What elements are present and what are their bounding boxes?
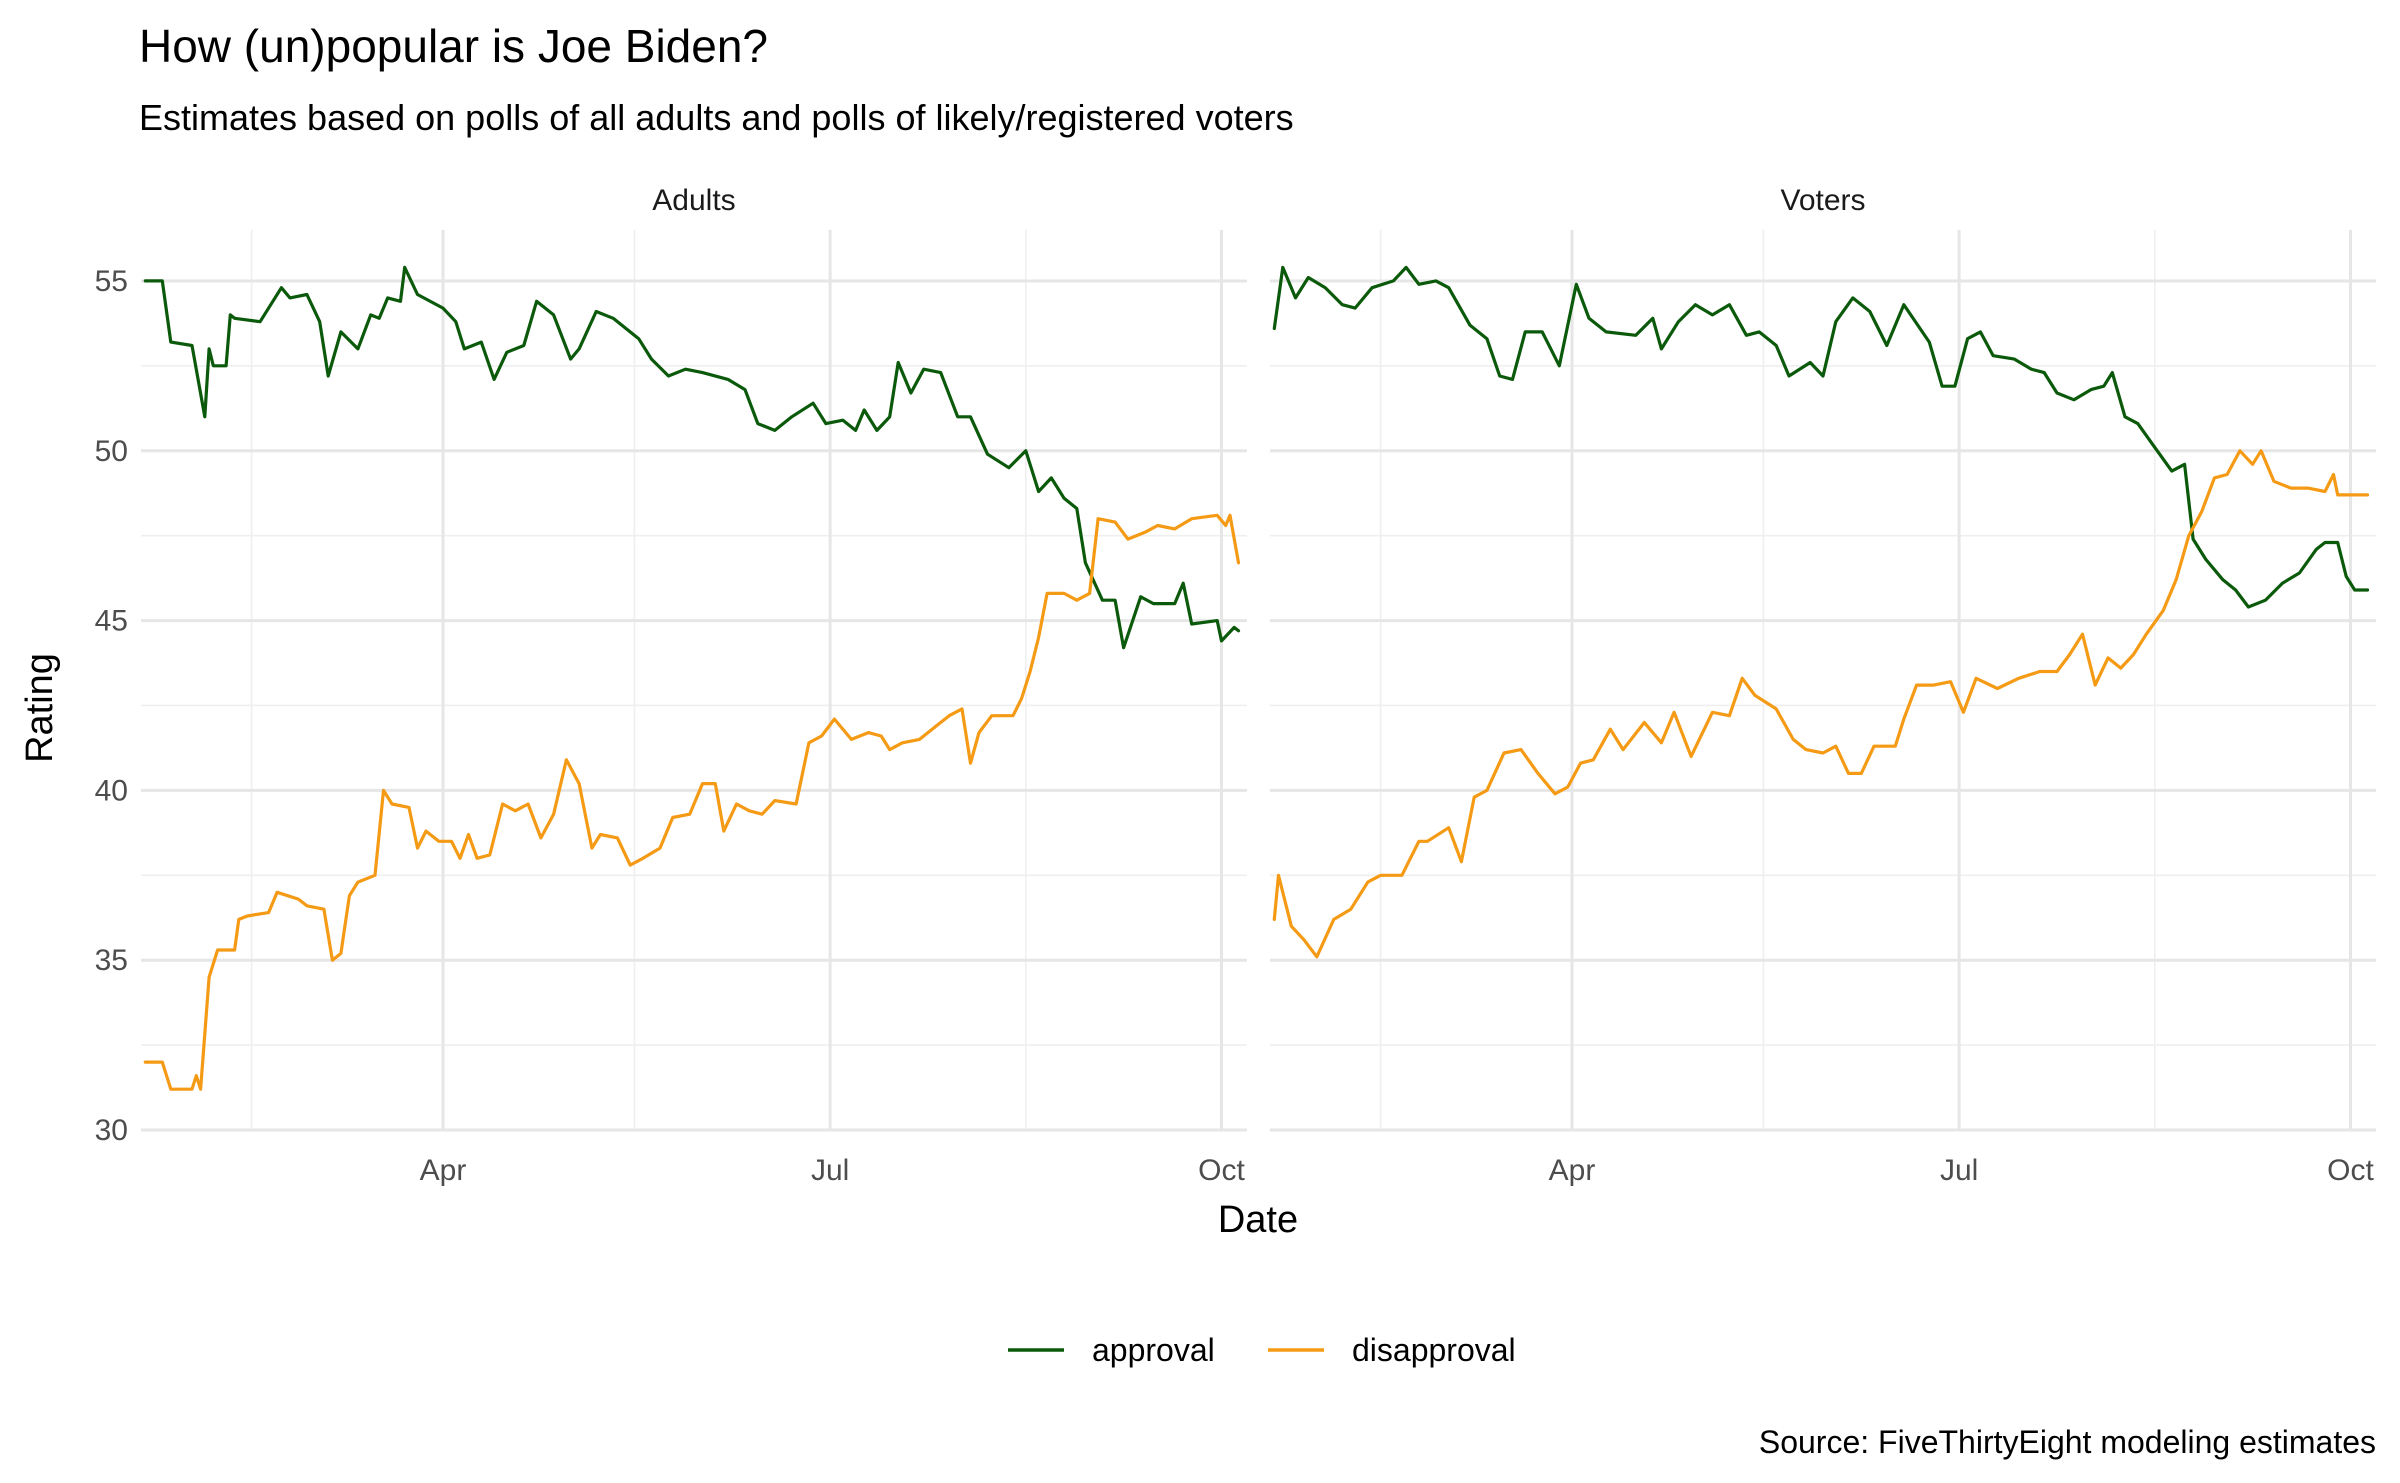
panel-grid — [141, 230, 1247, 1132]
series-line-disapproval — [143, 513, 1241, 1091]
x-tick-label: Oct — [2327, 1154, 2374, 1187]
panel-series — [143, 265, 1241, 1091]
panel-label: Adults — [652, 184, 735, 217]
panel-grid — [1270, 230, 2376, 1132]
legend-label-disapproval: disapproval — [1352, 1332, 1516, 1368]
y-tick-label: 45 — [95, 605, 128, 638]
panel-voters: Voters Apr Jul Oct — [1270, 184, 2376, 1187]
x-tick-label: Oct — [1198, 1154, 1245, 1187]
chart-title: How (un)popular is Joe Biden? — [139, 20, 768, 72]
y-tick-label: 30 — [95, 1114, 128, 1147]
y-axis-label: Rating — [19, 653, 61, 763]
series-line-approval — [1272, 265, 2370, 609]
series-line-disapproval — [1272, 449, 2370, 959]
legend: approval disapproval — [1008, 1332, 1516, 1368]
y-tick-label: 55 — [95, 265, 128, 298]
series-line-approval — [143, 265, 1241, 650]
x-tick-labels: Apr Jul Oct — [1549, 1154, 2375, 1187]
x-tick-label: Apr — [420, 1154, 467, 1187]
chart-caption: Source: FiveThirtyEight modeling estimat… — [1759, 1424, 2376, 1460]
x-tick-labels: Apr Jul Oct — [420, 1154, 1246, 1187]
y-tick-labels: 30 35 40 45 50 55 — [95, 265, 128, 1147]
x-tick-label: Apr — [1549, 1154, 1596, 1187]
panel-adults: Adults Apr Jul Oct — [141, 184, 1247, 1187]
y-tick-label: 40 — [95, 774, 128, 807]
panel-label: Voters — [1780, 184, 1865, 217]
panel-series — [1272, 265, 2370, 959]
chart-subtitle: Estimates based on polls of all adults a… — [139, 97, 1294, 138]
legend-label-approval: approval — [1092, 1332, 1215, 1368]
y-tick-label: 50 — [95, 435, 128, 468]
x-tick-label: Jul — [1940, 1154, 1978, 1187]
x-axis-label: Date — [1218, 1199, 1298, 1241]
x-tick-label: Jul — [811, 1154, 849, 1187]
y-tick-label: 35 — [95, 944, 128, 977]
